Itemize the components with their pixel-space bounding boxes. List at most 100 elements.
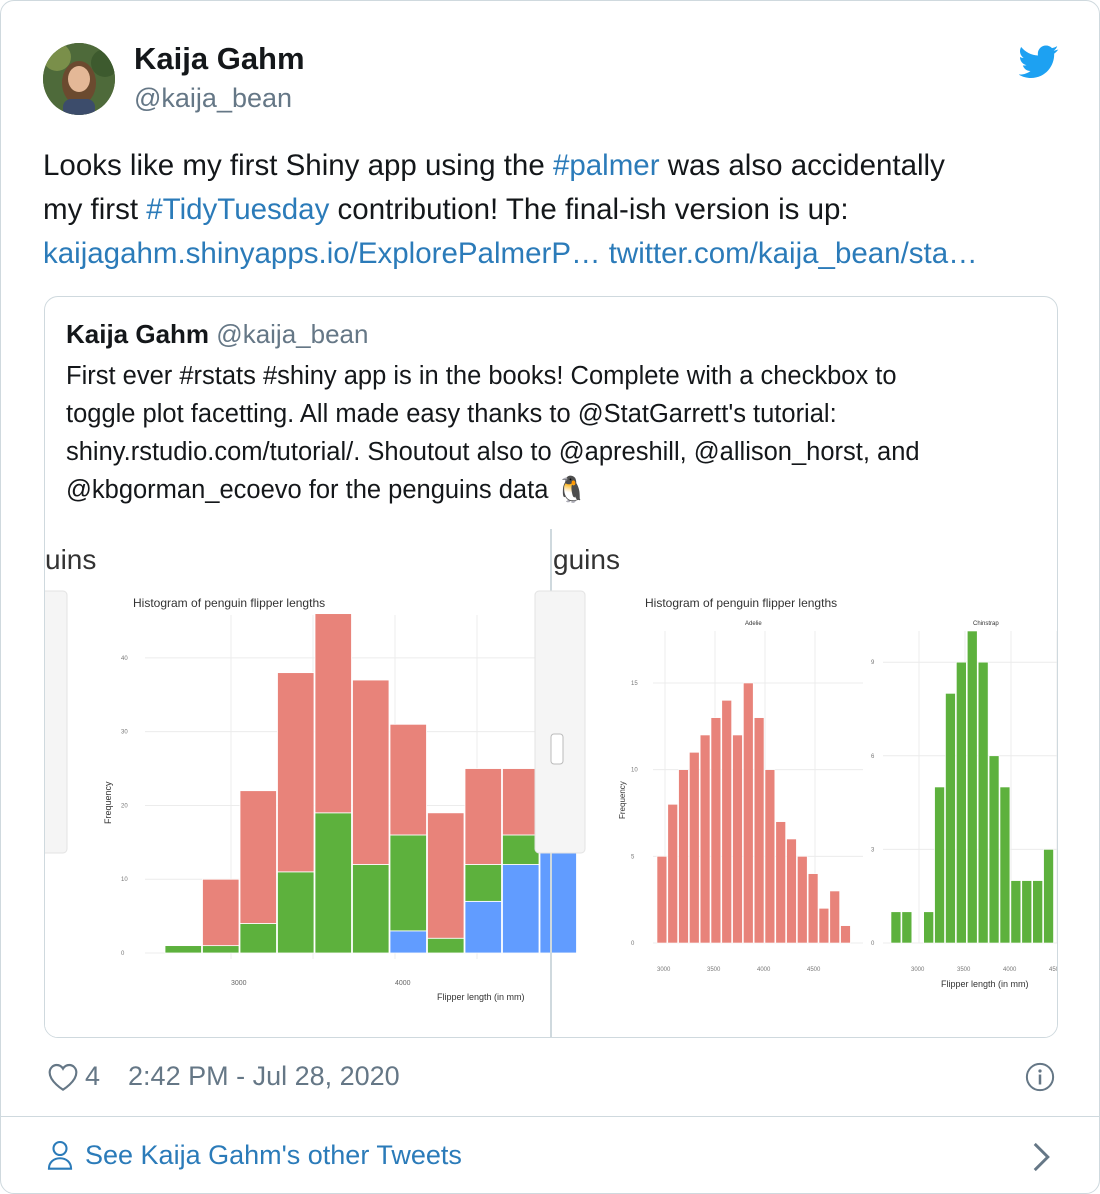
author-name[interactable]: Kaija Gahm — [134, 41, 305, 76]
quoted-line-2: toggle plot facetting. All made easy tha… — [66, 400, 837, 428]
chinstrap-bar — [934, 786, 945, 944]
tweet-line-1: Looks like my first Shiny app using the … — [43, 144, 1073, 188]
adelie-bar — [710, 717, 722, 944]
right-chart-title: Histogram of penguin flipper lengths — [645, 596, 837, 610]
tweet-text: Looks like my first Shiny app using the … — [43, 144, 1073, 276]
quoted-media-images[interactable]: uins Histogram of penguin flipper length… — [45, 529, 1057, 1037]
adelie-y-tick-label: 15 — [631, 681, 638, 687]
adelie-bars — [656, 682, 851, 944]
left-x-tick-label: 4000 — [395, 980, 411, 987]
chinstrap-x-tick-label: 3000 — [911, 967, 925, 973]
adelie-bar — [743, 682, 754, 944]
adelie-x-tick-label: 3500 — [707, 967, 721, 973]
see-other-tweets-label[interactable]: See Kaija Gahm's other Tweets — [85, 1139, 462, 1170]
adelie-y-tick-label: 10 — [631, 768, 638, 774]
twitter-bird-icon[interactable] — [1019, 45, 1059, 79]
quoted-line-1: First ever #rstats #shiny app is in the … — [66, 362, 897, 390]
left-y-axis-label: Frequency — [103, 781, 113, 824]
right-screenshot: guins Histogram of penguin flipper lengt… — [534, 544, 1057, 989]
histogram-bar — [277, 871, 315, 954]
see-other-tweets-link[interactable]: See Kaija Gahm's other Tweets — [47, 1139, 462, 1171]
chinstrap-bar — [999, 786, 1011, 944]
right-shot-sidebar-panel — [534, 590, 586, 854]
adelie-x-tick-label: 3000 — [657, 967, 671, 973]
hashtag-palmer-link[interactable]: #palmer — [552, 149, 660, 182]
avatar[interactable] — [43, 43, 115, 115]
right-chart-ticks: 0 5 10 15 3000 3500 4000 4500 0 3 6 9 3000 3500 4000 45… — [631, 660, 1057, 973]
quoted-author-handle[interactable]: @kaija_bean — [216, 319, 369, 349]
histogram-bar — [239, 790, 277, 924]
quoted-tweet-link[interactable]: twitter.com/kaija_bean/sta… — [608, 237, 978, 270]
chinstrap-y-tick-label: 6 — [871, 754, 875, 760]
chinstrap-bar — [977, 661, 989, 944]
tweet-text-segment: Looks like my first Shiny app using the — [43, 149, 553, 182]
adelie-x-tick-label: 4000 — [757, 967, 771, 973]
tweet-footer-meta: 4 2:42 PM - Jul 28, 2020 — [47, 1061, 400, 1092]
chinstrap-bar — [923, 911, 934, 944]
tweet-line-3: kaijagahm.shinyapps.io/ExplorePalmerP… t… — [43, 232, 1073, 276]
adelie-bar — [732, 734, 743, 944]
chevron-right-icon[interactable] — [1031, 1141, 1053, 1173]
info-icon[interactable] — [1025, 1062, 1055, 1092]
chinstrap-y-tick-label: 0 — [871, 941, 875, 947]
histogram-bar — [164, 945, 202, 954]
histogram-bar — [464, 900, 502, 954]
histogram-bar — [314, 613, 352, 814]
histogram-bar — [464, 864, 502, 902]
histogram-bar — [202, 945, 240, 954]
left-x-tick-label: 3000 — [231, 980, 247, 987]
adelie-bar — [786, 838, 797, 944]
histogram-bar — [502, 768, 540, 836]
adelie-bar — [689, 752, 700, 944]
histogram-bar — [239, 923, 277, 954]
histogram-bar — [389, 723, 427, 836]
left-chart-title: Histogram of penguin flipper lengths — [133, 596, 325, 610]
shinyapps-link[interactable]: kaijagahm.shinyapps.io/ExplorePalmerP… — [43, 237, 601, 270]
chinstrap-y-tick-label: 3 — [871, 847, 875, 853]
quoted-tweet[interactable]: Kaija Gahm @kaija_bean First ever #rstat… — [44, 296, 1058, 1038]
adelie-bar — [775, 821, 786, 944]
left-y-tick-label: 10 — [121, 877, 128, 883]
tweet-text-segment: contribution! The final-ish version is u… — [329, 193, 849, 226]
chinstrap-bar — [988, 755, 1000, 944]
adelie-bar — [797, 856, 808, 944]
right-shot-input-box — [550, 733, 564, 765]
chinstrap-bar — [1032, 880, 1043, 944]
adelie-bar — [764, 769, 776, 944]
histogram-bar — [389, 834, 427, 932]
left-y-tick-label: 30 — [121, 730, 128, 736]
avatar-image — [43, 43, 115, 115]
like-count[interactable]: 4 — [85, 1061, 101, 1091]
right-x-axis-label: Flipper length (in mm) — [941, 979, 1029, 989]
quoted-line-4: @kbgorman_ecoevo for the penguins data 🐧 — [66, 476, 588, 504]
histogram-bar — [277, 672, 315, 873]
quoted-author-name[interactable]: Kaija Gahm — [66, 319, 210, 349]
adelie-x-tick-label: 4500 — [807, 967, 821, 973]
adelie-bar — [818, 908, 830, 944]
footer-divider — [1, 1116, 1099, 1117]
histogram-bar — [314, 812, 352, 954]
tweet-timestamp[interactable]: 2:42 PM - Jul 28, 2020 — [128, 1061, 400, 1091]
adelie-bar — [667, 804, 678, 944]
left-chart-y-ticks: 0 10 20 30 40 — [121, 656, 128, 957]
left-x-axis-label: Flipper length (in mm) — [437, 992, 525, 1002]
histogram-bar — [427, 812, 465, 939]
histogram-bar — [352, 864, 390, 954]
left-y-tick-label: 0 — [121, 951, 125, 957]
author-handle[interactable]: @kaija_bean — [134, 83, 293, 113]
adelie-bar — [829, 890, 840, 944]
chinstrap-x-tick-label: 4000 — [1003, 967, 1017, 973]
quoted-line-3: shiny.rstudio.com/tutorial/. Shoutout al… — [66, 438, 920, 466]
adelie-bar — [656, 856, 668, 944]
facet-label-chinstrap: Chinstrap — [973, 621, 999, 627]
chinstrap-bar — [1021, 880, 1032, 944]
adelie-y-tick-label: 0 — [631, 941, 635, 947]
right-y-axis-label: Frequency — [618, 781, 627, 819]
right-shot-heading: guins — [553, 544, 620, 575]
histogram-bar — [202, 878, 240, 947]
histogram-bar — [502, 834, 540, 865]
heart-icon[interactable] — [47, 1062, 79, 1092]
left-screenshot: uins Histogram of penguin flipper length… — [45, 529, 577, 1037]
hashtag-tidytuesday-link[interactable]: #TidyTuesday — [146, 193, 330, 226]
